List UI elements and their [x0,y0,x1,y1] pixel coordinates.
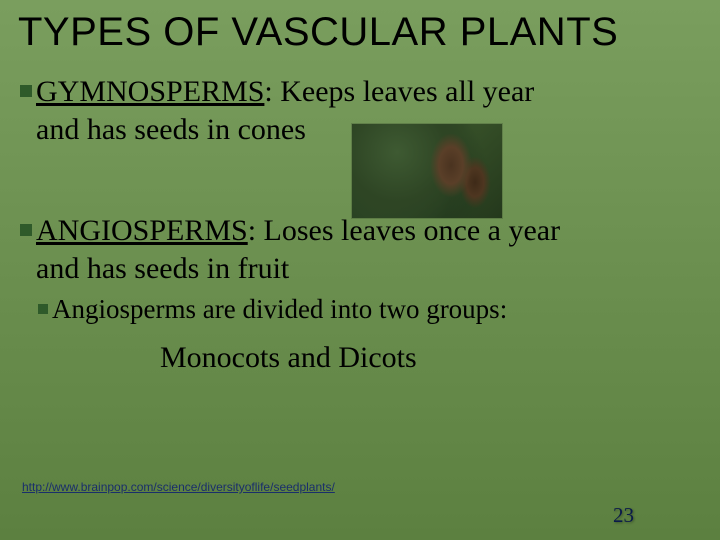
square-bullet-icon [38,304,48,314]
page-number: 23 [613,503,634,528]
term-angiosperms: ANGIOSPERMS [36,214,248,247]
sub-bullet-row: Angiosperms are divided into two groups: [38,293,700,327]
gymnosperms-desc-line1: : Keeps leaves all year [264,75,534,108]
square-bullet-icon [20,224,32,236]
square-bullet-icon [20,85,32,97]
slide-title: TYPES OF VASCULAR PLANTS [0,0,720,55]
pine-cones-photo [352,124,502,218]
bullet-item-angiosperms: ANGIOSPERMS: Loses leaves once a year an… [20,212,700,287]
item-text: ANGIOSPERMS: Loses leaves once a year an… [36,212,560,287]
gymnosperms-desc-line2: and has seeds in cones [36,113,306,146]
monocots-dicots-text: Monocots and Dicots [160,341,700,375]
subitem-text: Angiosperms are divided into two groups: [52,293,507,327]
term-gymnosperms: GYMNOSPERMS [36,75,264,108]
angiosperms-desc-line1: : Loses leaves once a year [248,214,560,247]
angiosperms-desc-line2: and has seeds in fruit [36,252,289,285]
source-link[interactable]: http://www.brainpop.com/science/diversit… [22,480,335,494]
